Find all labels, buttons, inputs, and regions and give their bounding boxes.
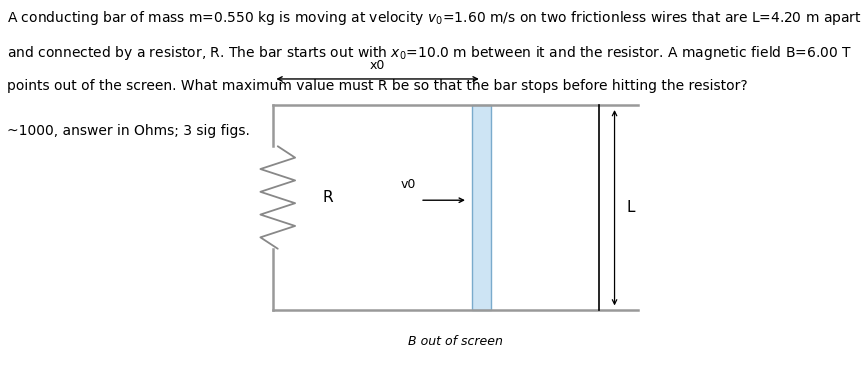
- Text: B out of screen: B out of screen: [408, 335, 503, 348]
- Text: x0: x0: [370, 59, 385, 72]
- Text: points out of the screen. What maximum value must R be so that the bar stops bef: points out of the screen. What maximum v…: [7, 79, 747, 93]
- Text: ~1000, answer in Ohms; 3 sig figs.: ~1000, answer in Ohms; 3 sig figs.: [7, 124, 250, 138]
- Text: R: R: [323, 190, 333, 205]
- Text: A conducting bar of mass m=0.550 kg is moving at velocity $v_0$=1.60 m/s on two : A conducting bar of mass m=0.550 kg is m…: [7, 9, 862, 27]
- Text: v0: v0: [400, 178, 416, 191]
- Text: and connected by a resistor, R. The bar starts out with $x_0$=10.0 m between it : and connected by a resistor, R. The bar …: [7, 44, 852, 62]
- Text: L: L: [627, 200, 635, 215]
- Bar: [472, 105, 491, 310]
